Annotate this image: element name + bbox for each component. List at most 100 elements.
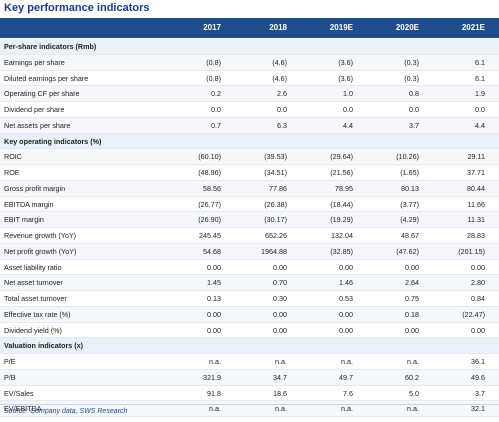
cell-value: 0.8 <box>409 89 419 99</box>
cell-value: 245.45 <box>199 231 221 240</box>
cell-value: 11.31 <box>467 215 485 225</box>
cell-value: 321.9 <box>203 372 221 382</box>
table-row: Net assets per share 0.7 6.3 4.4 3.7 4.4 <box>0 117 499 134</box>
cell-value: (201.15) <box>458 246 485 256</box>
cell-value: 0.53 <box>339 294 353 303</box>
cell-value: 0.7 <box>211 120 221 130</box>
row-label: Effective tax rate (%) <box>4 309 71 319</box>
section-label: Key operating indicators (%) <box>4 136 102 146</box>
cell-value: (4.6) <box>272 73 287 83</box>
cell-value: 54.68 <box>203 246 221 256</box>
cell-value: 32.1 <box>471 404 485 414</box>
table-row: Diluted earnings per share (0.8) (4.6) (3.6… <box>0 71 499 87</box>
cell-value: (22.47) <box>462 309 485 319</box>
table-row: Total asset turnover 0.13 0.30 0.53 0.75 0.84 <box>0 291 499 307</box>
cell-value: 0.00 <box>405 325 419 335</box>
cell-value: (26.77) <box>198 199 221 209</box>
cell-value: 0.00 <box>471 262 485 272</box>
row-label: Asset liability ratio <box>4 262 62 272</box>
cell-value: 132.04 <box>331 231 353 240</box>
table-row: Effective tax rate (%) 0.00 0.00 0.00 0.18 (2… <box>0 306 499 323</box>
cell-value: n.a. <box>407 404 419 414</box>
cell-value: 2.80 <box>471 278 485 288</box>
cell-value: 34.7 <box>273 372 287 382</box>
cell-value: n.a. <box>275 357 287 366</box>
cell-value: 49.6 <box>471 372 485 382</box>
table-row: Net asset turnover 1.45 0.70 1.46 2.64 2.80 <box>0 275 499 291</box>
cell-value: 0.00 <box>339 325 353 335</box>
cell-value: 80.44 <box>467 183 485 193</box>
cell-value: 0.0 <box>211 105 221 114</box>
cell-value: (0.3) <box>404 73 419 83</box>
header-year: 2020E <box>395 23 419 32</box>
table-row: P/E n.a. n.a. n.a. n.a. 36.1 <box>0 354 499 370</box>
cell-value: 0.13 <box>207 294 221 303</box>
cell-value: 3.7 <box>475 388 485 398</box>
cell-value: 2.64 <box>405 278 419 288</box>
table-row: EBIT margin (26.90) (30.17) (19.29) (4.29) 11… <box>0 212 499 228</box>
cell-value: (26.90) <box>198 215 221 225</box>
cell-value: 0.18 <box>405 309 419 319</box>
table-row: Asset liability ratio 0.00 0.00 0.00 0.00 0.0… <box>0 260 499 276</box>
cell-value: 0.00 <box>207 309 221 319</box>
row-label: ROIC <box>4 152 22 162</box>
cell-value: 1.46 <box>339 278 353 288</box>
table-row: Dividend per share 0.0 0.0 0.0 0.0 0.0 <box>0 102 499 118</box>
row-label: Dividend yield (%) <box>4 325 62 335</box>
cell-value: (47.62) <box>396 246 419 256</box>
row-label: EV/EBITDA <box>4 404 42 414</box>
cell-value: (1.65) <box>400 168 419 177</box>
row-label: Net asset turnover <box>4 278 63 288</box>
section-row: Valuation indicators (x) <box>0 338 499 354</box>
cell-value: 0.00 <box>405 262 419 272</box>
table-row: P/B 321.9 34.7 49.7 60.2 49.6 <box>0 369 499 386</box>
cell-value: 6.3 <box>277 120 287 130</box>
cell-value: n.a. <box>209 357 221 366</box>
cell-value: 0.00 <box>339 262 353 272</box>
row-label: P/E <box>4 357 16 366</box>
table-row: EV/Sales 91.8 18.6 7.6 5.0 3.7 <box>0 386 499 402</box>
section-label: Per-share indicators (Rmb) <box>4 42 97 51</box>
cell-value: 2.6 <box>277 89 287 99</box>
cell-value: 0.00 <box>273 309 287 319</box>
cell-value: n.a. <box>407 357 419 366</box>
cell-value: 0.00 <box>339 309 353 319</box>
cell-value: (34.51) <box>264 168 287 177</box>
cell-value: 0.00 <box>273 262 287 272</box>
cell-value: 0.0 <box>475 105 485 114</box>
cell-value: 0.0 <box>409 105 419 114</box>
row-label: Earnings per share <box>4 57 65 67</box>
table-row: ROIC (60.10) (39.53) (29.64) (10.26) 29.11 <box>0 149 499 165</box>
cell-value: 48.67 <box>401 231 419 240</box>
cell-value: n.a. <box>209 404 221 414</box>
cell-value: 78.95 <box>335 183 353 193</box>
cell-value: 0.00 <box>207 262 221 272</box>
cell-value: 4.4 <box>343 120 353 130</box>
row-label: EBITDA margin <box>4 199 54 209</box>
table-row: EV/EBITDA n.a. n.a. n.a. n.a. 32.1 <box>0 401 499 417</box>
table-row: Earnings per share (0.8) (4.6) (3.6) (0.3) 6.… <box>0 54 499 71</box>
table-row: Operating CF per share 0.2 2.6 1.0 0.8 1.9 <box>0 86 499 102</box>
section-label: Valuation indicators (x) <box>4 341 84 351</box>
cell-value: (39.53) <box>264 152 287 162</box>
cell-value: n.a. <box>341 357 353 366</box>
header-year: 2021E <box>461 23 485 32</box>
cell-value: (29.64) <box>330 152 353 162</box>
row-label: Net assets per share <box>4 120 71 130</box>
cell-value: 0.75 <box>405 294 419 303</box>
row-label: P/B <box>4 372 16 382</box>
cell-value: (30.17) <box>264 215 287 225</box>
table-body: Per-share indicators (Rmb) Earnings per s… <box>0 39 499 417</box>
row-label: ROE <box>4 168 20 177</box>
cell-value: 80.13 <box>401 183 419 193</box>
cell-value: (0.8) <box>206 73 221 83</box>
cell-value: 28.83 <box>467 231 485 240</box>
cell-value: (26.38) <box>264 199 287 209</box>
cell-value: (4.6) <box>272 57 287 67</box>
cell-value: 29.11 <box>467 152 485 162</box>
cell-value: 5.0 <box>409 388 419 398</box>
cell-value: 58.56 <box>203 183 221 193</box>
table-title: Key performance indicators <box>4 0 499 19</box>
table-header: 2017 2018 2019E 2020E 2021E <box>0 18 499 38</box>
cell-value: 0.00 <box>207 325 221 335</box>
